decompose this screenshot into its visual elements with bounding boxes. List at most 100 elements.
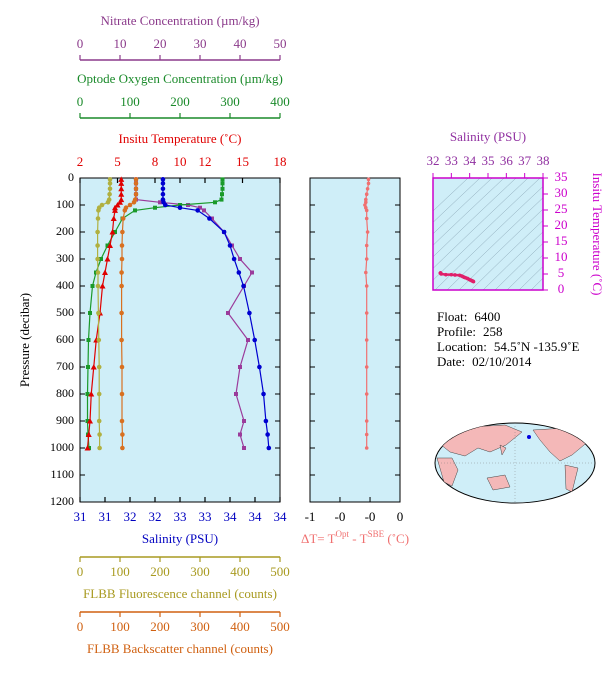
- info-value: 6400: [474, 309, 500, 324]
- axis-title: Insitu Temperature (˚C): [118, 131, 241, 146]
- data-point: [453, 273, 457, 277]
- data-point: [133, 191, 139, 197]
- data-point: [107, 186, 113, 192]
- x-tick-label: 34: [224, 509, 238, 524]
- y-tick-label: 0: [558, 281, 565, 296]
- x-tick-label: 34: [463, 153, 477, 168]
- data-point: [119, 391, 125, 397]
- data-point: [90, 284, 95, 288]
- data-point: [186, 203, 190, 207]
- data-point: [238, 257, 242, 261]
- data-point: [87, 418, 93, 424]
- axis-title: FLBB Backscatter channel (counts): [87, 641, 273, 656]
- data-point: [246, 338, 250, 342]
- y-tick-label: 30: [555, 185, 568, 200]
- series-line: [121, 179, 137, 448]
- data-point: [202, 208, 206, 213]
- data-point: [107, 191, 112, 197]
- map-graticule: [435, 423, 595, 503]
- x-tick-label: 0: [397, 509, 404, 524]
- x-tick-label: 30: [194, 36, 207, 51]
- data-point: [133, 177, 139, 182]
- data-point: [242, 446, 246, 450]
- x-tick-label: 33: [199, 509, 212, 524]
- density-contour: [458, 208, 543, 290]
- data-point: [117, 199, 123, 205]
- data-point: [231, 256, 237, 262]
- data-point: [213, 200, 217, 205]
- x-axis-title-part: - T: [349, 531, 368, 546]
- data-point: [178, 203, 182, 207]
- y-tick-label: 300: [56, 251, 74, 265]
- x-tick-label: 500: [270, 619, 290, 634]
- data-point: [110, 215, 117, 221]
- data-point: [88, 391, 95, 397]
- y-tick-label: 20: [555, 217, 568, 232]
- data-point: [366, 177, 371, 182]
- data-point: [160, 191, 166, 197]
- data-point: [364, 311, 369, 315]
- x-tick-label: 400: [270, 94, 290, 109]
- data-point: [122, 208, 128, 213]
- x-tick-label: 31: [74, 509, 87, 524]
- data-point: [261, 391, 266, 397]
- data-point: [133, 186, 139, 192]
- data-point: [118, 191, 125, 197]
- density-contour: [433, 178, 541, 281]
- y-tick-label: 1000: [50, 440, 74, 454]
- data-point: [364, 216, 369, 221]
- data-point: [133, 181, 139, 186]
- data-point: [364, 419, 369, 423]
- y-tick-label: 100: [56, 197, 74, 211]
- data-point: [366, 181, 371, 186]
- info-value: 02/10/2014: [472, 354, 532, 369]
- data-point: [95, 283, 101, 289]
- data-point: [364, 432, 369, 437]
- density-contour: [482, 231, 543, 290]
- data-point: [119, 418, 125, 424]
- y-tick-label: 800: [56, 386, 74, 400]
- x-tick-label: 0: [77, 619, 84, 634]
- density-contour: [494, 243, 543, 290]
- data-point: [444, 272, 448, 277]
- x-tick-label: 100: [110, 564, 130, 579]
- y-tick-label: 1200: [50, 494, 74, 508]
- data-point: [219, 197, 224, 202]
- x-tick-label: 10: [174, 154, 187, 169]
- x-tick-label: 34: [274, 509, 288, 524]
- data-point: [133, 208, 137, 213]
- y-axis-title: Pressure (decibar): [17, 293, 32, 387]
- x-tick-label: 0: [77, 94, 84, 109]
- x-tick-label: 33: [174, 509, 187, 524]
- info-label: Date:: [437, 354, 465, 369]
- density-contour: [518, 266, 543, 290]
- series-line: [97, 179, 111, 448]
- data-point: [113, 230, 117, 234]
- y-tick-label: 35: [555, 169, 568, 184]
- axis-title: Salinity (PSU): [142, 531, 218, 546]
- y-tick-label: 5: [558, 265, 565, 280]
- data-point: [127, 202, 133, 208]
- data-point: [84, 445, 91, 451]
- x-tick-label: 300: [190, 619, 210, 634]
- x-axis-title: ΔT= TOpt - TSBE (˚C): [301, 529, 409, 546]
- info-line: Profile: 258: [437, 324, 503, 339]
- x-tick-label: 34: [249, 509, 263, 524]
- x-tick-label: 5: [114, 154, 121, 169]
- data-point: [99, 283, 106, 289]
- data-point: [364, 270, 368, 275]
- info-line: Float: 6400: [437, 309, 500, 324]
- y-tick-label: 500: [56, 305, 74, 319]
- data-point: [449, 272, 454, 277]
- data-point: [118, 180, 125, 186]
- data-point: [210, 216, 214, 221]
- data-point: [242, 419, 246, 423]
- x-tick-label: -0: [365, 509, 376, 524]
- data-point: [365, 230, 370, 234]
- x-tick-label: 500: [270, 564, 290, 579]
- data-point: [97, 432, 102, 437]
- x-tick-label: 200: [150, 564, 170, 579]
- density-contour: [433, 178, 505, 246]
- data-point: [96, 208, 101, 213]
- data-point: [364, 446, 369, 450]
